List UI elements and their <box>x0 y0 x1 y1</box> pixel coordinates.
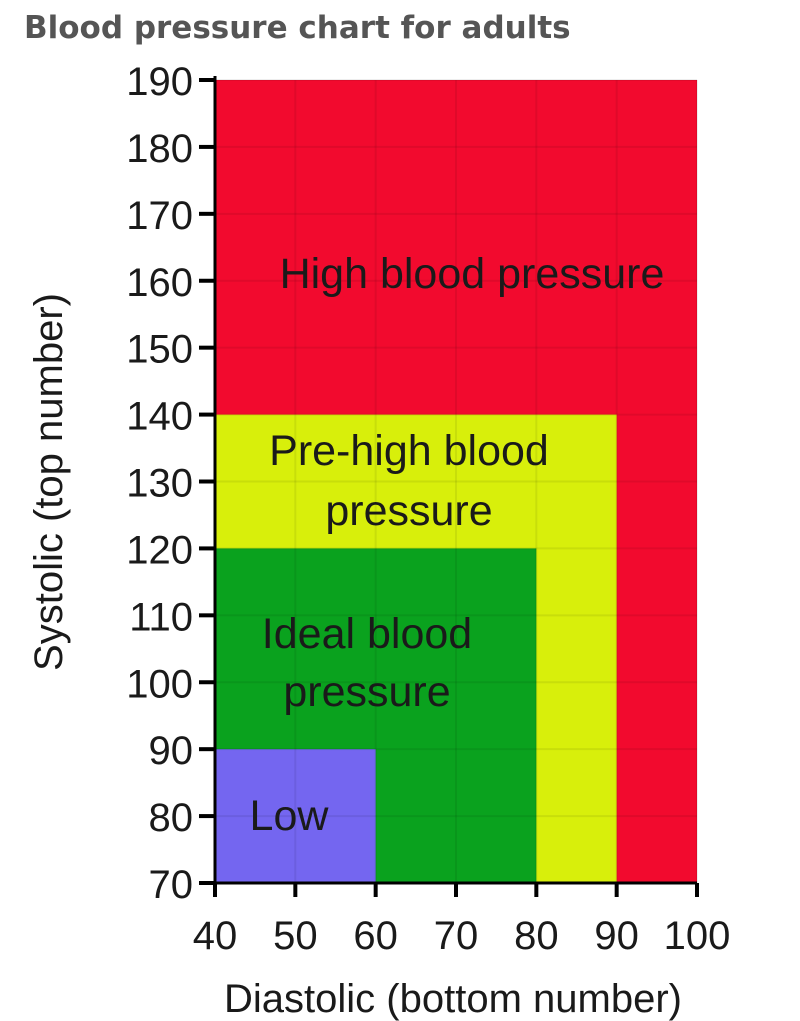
zone-label-pre-high-blood-pressure: Pre-high blood <box>269 427 549 475</box>
y-tick-label: 90 <box>149 729 194 773</box>
zone-label-high-blood-pressure: High blood pressure <box>280 250 665 298</box>
x-tick-label: 50 <box>273 914 318 958</box>
zone-low <box>215 749 376 883</box>
zone-label-ideal-blood-pressure: Ideal blood <box>262 610 472 658</box>
y-tick-label: 70 <box>149 863 194 907</box>
zone-labels-layer: High blood pressure Pre-high blood pressur… <box>250 250 665 840</box>
y-tick-label: 150 <box>126 328 193 372</box>
zone-label-low: Low <box>250 792 330 840</box>
x-tick-label: 80 <box>514 914 559 958</box>
y-tick-label: 160 <box>126 261 193 305</box>
axes-layer: 70 80 90 100 110 120 130 140 150 160 170 180 190 40 50… <box>126 60 730 958</box>
y-tick-label: 130 <box>126 462 193 506</box>
x-tick-label: 90 <box>594 914 639 958</box>
page-title: Blood pressure chart for adults <box>24 10 571 46</box>
y-tick-label: 190 <box>126 60 193 104</box>
x-tick-label: 40 <box>193 914 238 958</box>
x-tick-label: 60 <box>353 914 398 958</box>
y-axis-title: Systolic (top number) <box>27 293 71 671</box>
y-tick-label: 140 <box>126 395 193 439</box>
x-axis-title: Diastolic (bottom number) <box>224 977 682 1021</box>
y-tick-label: 180 <box>126 127 193 171</box>
x-tick-label: 70 <box>434 914 479 958</box>
zone-label-ideal-blood-pressure: pressure <box>283 668 450 716</box>
y-tick-label: 120 <box>126 528 193 572</box>
x-tick-label: 100 <box>664 914 731 958</box>
zones-layer <box>215 80 697 883</box>
y-tick-label: 80 <box>149 796 194 840</box>
grid-layer <box>215 79 698 883</box>
zone-label-pre-high-blood-pressure: pressure <box>325 487 492 535</box>
y-tick-label: 100 <box>126 662 193 706</box>
y-tick-label: 110 <box>129 595 193 639</box>
y-tick-label: 170 <box>126 194 193 238</box>
